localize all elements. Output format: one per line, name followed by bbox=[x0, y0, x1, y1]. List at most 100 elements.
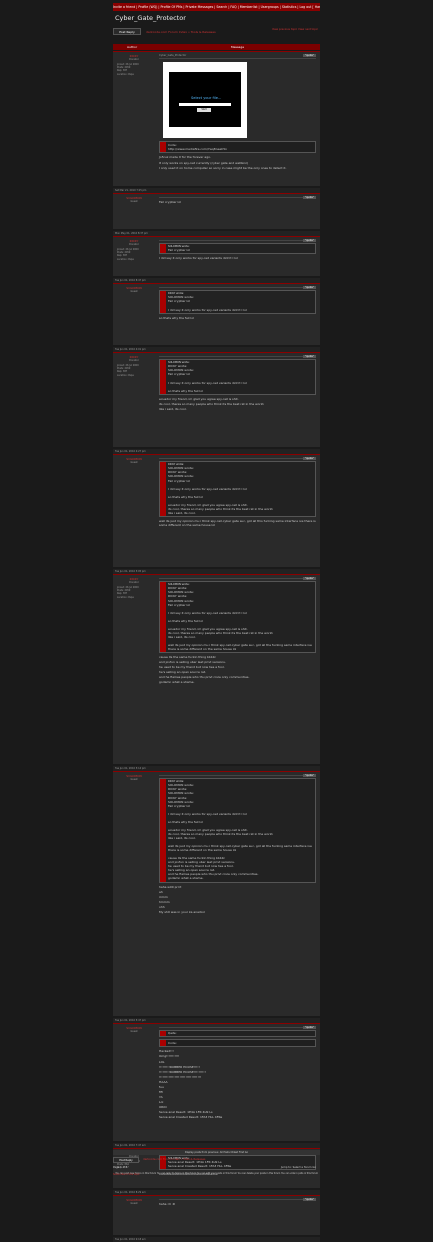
post: SOLOMON Guest “quote” haha :D :D bbox=[113, 1195, 320, 1235]
post-author: RICKY Donator Joined: 26 Jul 2009 Posts: 2… bbox=[113, 353, 155, 447]
quote-block: SOLOMON wrote: RICKY wrote: SOLOMON wrote… bbox=[159, 359, 316, 395]
post-header: “quote” bbox=[159, 239, 316, 243]
author-name[interactable]: SOLOMON bbox=[126, 286, 142, 290]
post-footer: Sat Mar 21, 2010 7:25 pm bbox=[113, 188, 320, 193]
author-rank: Guest bbox=[130, 461, 138, 465]
author-info: Joined: 26 Jul 2009 Posts: 2459 Rep: 387… bbox=[117, 364, 139, 377]
quote-button[interactable]: “quote” bbox=[302, 577, 316, 581]
post-header: “quote” bbox=[159, 457, 316, 461]
top-menu-bar[interactable]: Invite a friend | Profile (WQ) | Profile… bbox=[113, 3, 320, 11]
quote-button[interactable]: “quote” bbox=[302, 1026, 316, 1030]
author-name[interactable]: RICKY bbox=[129, 54, 139, 58]
post-line: he's selling an open source rat. bbox=[159, 670, 207, 675]
post-header: Cyber_Gate_Protector “quote” bbox=[159, 54, 316, 60]
post: SOLOMON Guest “quote” Fail cryptier lol bbox=[113, 193, 320, 229]
post-line: !!!!!!!!!!!!!!!!!!!!!!!!!!!!!!!!!!! bbox=[159, 1074, 202, 1079]
post-line: ohh bbox=[159, 904, 165, 909]
table-head: Author Message bbox=[113, 44, 320, 50]
quote-button[interactable]: “quote” bbox=[302, 355, 316, 359]
nav-row: Post Reply darkcode.com Forum Index » To… bbox=[113, 28, 320, 38]
posts-list: RICKY Donator Joined: 26 Jul 2009 Posts: 2… bbox=[113, 51, 320, 1242]
post: SOLOMON Guest “quote” RICKY wrote: SOLOMON w… bbox=[113, 283, 320, 345]
quote-button[interactable]: “quote” bbox=[302, 774, 316, 778]
post-header: “quote” bbox=[159, 774, 316, 778]
message-column-header: Message bbox=[231, 45, 245, 49]
post-subject: Cyber_Gate_Protector bbox=[159, 54, 187, 57]
author-name[interactable]: RICKY bbox=[129, 577, 139, 581]
quote-text: Fail cryptier lol bbox=[168, 248, 191, 253]
post-footer: Tue Jun 01, 2010 7:47 am bbox=[113, 1143, 320, 1148]
file-path-field bbox=[179, 103, 231, 107]
page-indicator: Page 1 of 1 bbox=[113, 1166, 128, 1169]
post-line: fifi bbox=[159, 1089, 163, 1094]
author-rank: Donator bbox=[113, 1155, 155, 1158]
topic-nav-links[interactable]: View previous topic View next topic bbox=[271, 28, 318, 31]
quote-text: Serve anal Result: 1E4A 1FR 4LN Ls Serve… bbox=[168, 1160, 232, 1169]
quote-header: RICKY wrote: bbox=[168, 463, 184, 466]
author-rank: Donator bbox=[129, 243, 139, 247]
post: RICKY Donator Joined: 26 Jul 2009 Posts: 2… bbox=[113, 236, 320, 276]
post-line: Fail cryptier lol bbox=[159, 200, 182, 204]
post-line: Serve anal Created Result: 1FA3 HLL 4FRe bbox=[159, 1115, 223, 1120]
permissions: You can post new topics in this forum Yo… bbox=[115, 1172, 318, 1175]
post-footer: Tue Jun 01, 2010 5:47 pm bbox=[113, 1018, 320, 1023]
post-body: “quote” haha :D :D bbox=[157, 1196, 320, 1216]
post-footer: Tue Jun 01, 2010 5:14 pm bbox=[113, 766, 320, 771]
quote-header: SOLOMON wrote: bbox=[168, 583, 190, 586]
post-line: and he flames people who thu privt crule… bbox=[159, 675, 250, 680]
quote-text: RICKY wrote: SOLOMON wrote: Fail cryptie… bbox=[168, 364, 247, 393]
author-name[interactable]: SOLOMON bbox=[126, 457, 142, 461]
quote-button[interactable]: “quote” bbox=[302, 239, 316, 243]
post-line: It only works on spy-net currently (cybe… bbox=[159, 160, 249, 165]
post-line: YA bbox=[159, 1094, 163, 1099]
author-info: Joined: 26 Jul 2009 Posts: 2459 Rep: 387… bbox=[117, 586, 139, 599]
quote-text: RICKY wrote: SOLOMON wrote: RICKY wrote:… bbox=[168, 586, 312, 652]
breadcrumb[interactable]: darkcode.com Forum Index » Tools & Relea… bbox=[146, 30, 216, 34]
quote-button[interactable]: “quote” bbox=[302, 457, 316, 461]
quote-block: SOLOMON wrote: Serve anal Result: 1E4A 1F… bbox=[159, 1155, 316, 1171]
post-reply-button-bottom[interactable]: Post Reply bbox=[113, 1157, 139, 1163]
post-line: mmm bbox=[159, 894, 168, 899]
app-window: Select your file... Start bbox=[169, 72, 241, 128]
quote-button[interactable]: “quote” bbox=[302, 196, 316, 200]
breadcrumb-bottom[interactable]: darkcode.com Forum Index » Tools & Relea… bbox=[143, 1157, 206, 1161]
author-name[interactable]: RICKY bbox=[129, 355, 139, 359]
post-line: Serve anal Result: 1E4A 1FR 4LN Ls bbox=[159, 1109, 213, 1114]
author-rank: Donator bbox=[129, 359, 139, 363]
post-author: SOLOMON Guest bbox=[113, 772, 155, 1016]
screenshot-image: Select your file... Start bbox=[163, 62, 247, 139]
post-line: HAAA bbox=[159, 1079, 168, 1084]
quote-header: RICKY wrote: bbox=[168, 780, 184, 783]
quote-text: SOLOMON wrote: RICKY wrote: SOLOMON wrot… bbox=[168, 783, 312, 881]
author-name[interactable]: RICKY bbox=[129, 239, 139, 243]
quote-block: SOLOMON wrote: Fail cryptier lol bbox=[159, 243, 316, 255]
quote-header: SOLOMON wrote: bbox=[168, 361, 190, 364]
quote-header: Quote: bbox=[168, 1032, 177, 1035]
post: RICKY Donator Joined: 26 Jul 2009 Posts: 2… bbox=[113, 51, 320, 186]
post-line: hmmm bbox=[159, 899, 170, 904]
author-column-header: Author bbox=[127, 45, 138, 49]
subscribe-link[interactable]: Subscribe to this topic bbox=[113, 1173, 140, 1176]
post-body: Cyber_Gate_Protector “quote” Select your f… bbox=[157, 52, 320, 173]
start-button: Start bbox=[197, 108, 211, 113]
post-header: “quote” bbox=[159, 286, 316, 290]
post-body: “quote” RICKY wrote: SOLOMON wrote: RICKY … bbox=[157, 455, 320, 530]
page-title: Cyber_Gate_Protector bbox=[115, 14, 186, 22]
quote-block: Quote: bbox=[159, 1030, 316, 1038]
post: RICKY Donator Joined: 26 Jul 2009 Posts: 2… bbox=[113, 352, 320, 447]
post-line: Hacked!!! bbox=[159, 1049, 174, 1054]
author-info: Joined: 26 Jul 2009 Posts: 2459 Rep: 387… bbox=[117, 248, 139, 261]
quote-button[interactable]: “quote” bbox=[302, 286, 316, 290]
author-name[interactable]: SOLOMON bbox=[126, 1026, 142, 1030]
post-line: My shit was in your ka anarbol bbox=[159, 909, 205, 914]
post-line: ORIO bbox=[159, 1104, 167, 1109]
author-name[interactable]: SOLOMON bbox=[126, 774, 142, 778]
post-reply-button[interactable]: Post Reply bbox=[113, 28, 141, 35]
post-line: its cool, theres so many people who thin… bbox=[159, 401, 265, 406]
code-block: Code: bbox=[159, 1039, 316, 1048]
post-line: Omg!!!!!!!!!!! bbox=[159, 1054, 180, 1059]
display-options[interactable]: Display posts from previous: All Posts O… bbox=[113, 1150, 320, 1155]
author-name[interactable]: SOLOMON bbox=[126, 196, 142, 200]
quote-button[interactable]: “quote” bbox=[302, 54, 316, 58]
jump-to[interactable]: Jump to: Select a forum Go bbox=[280, 1166, 316, 1169]
